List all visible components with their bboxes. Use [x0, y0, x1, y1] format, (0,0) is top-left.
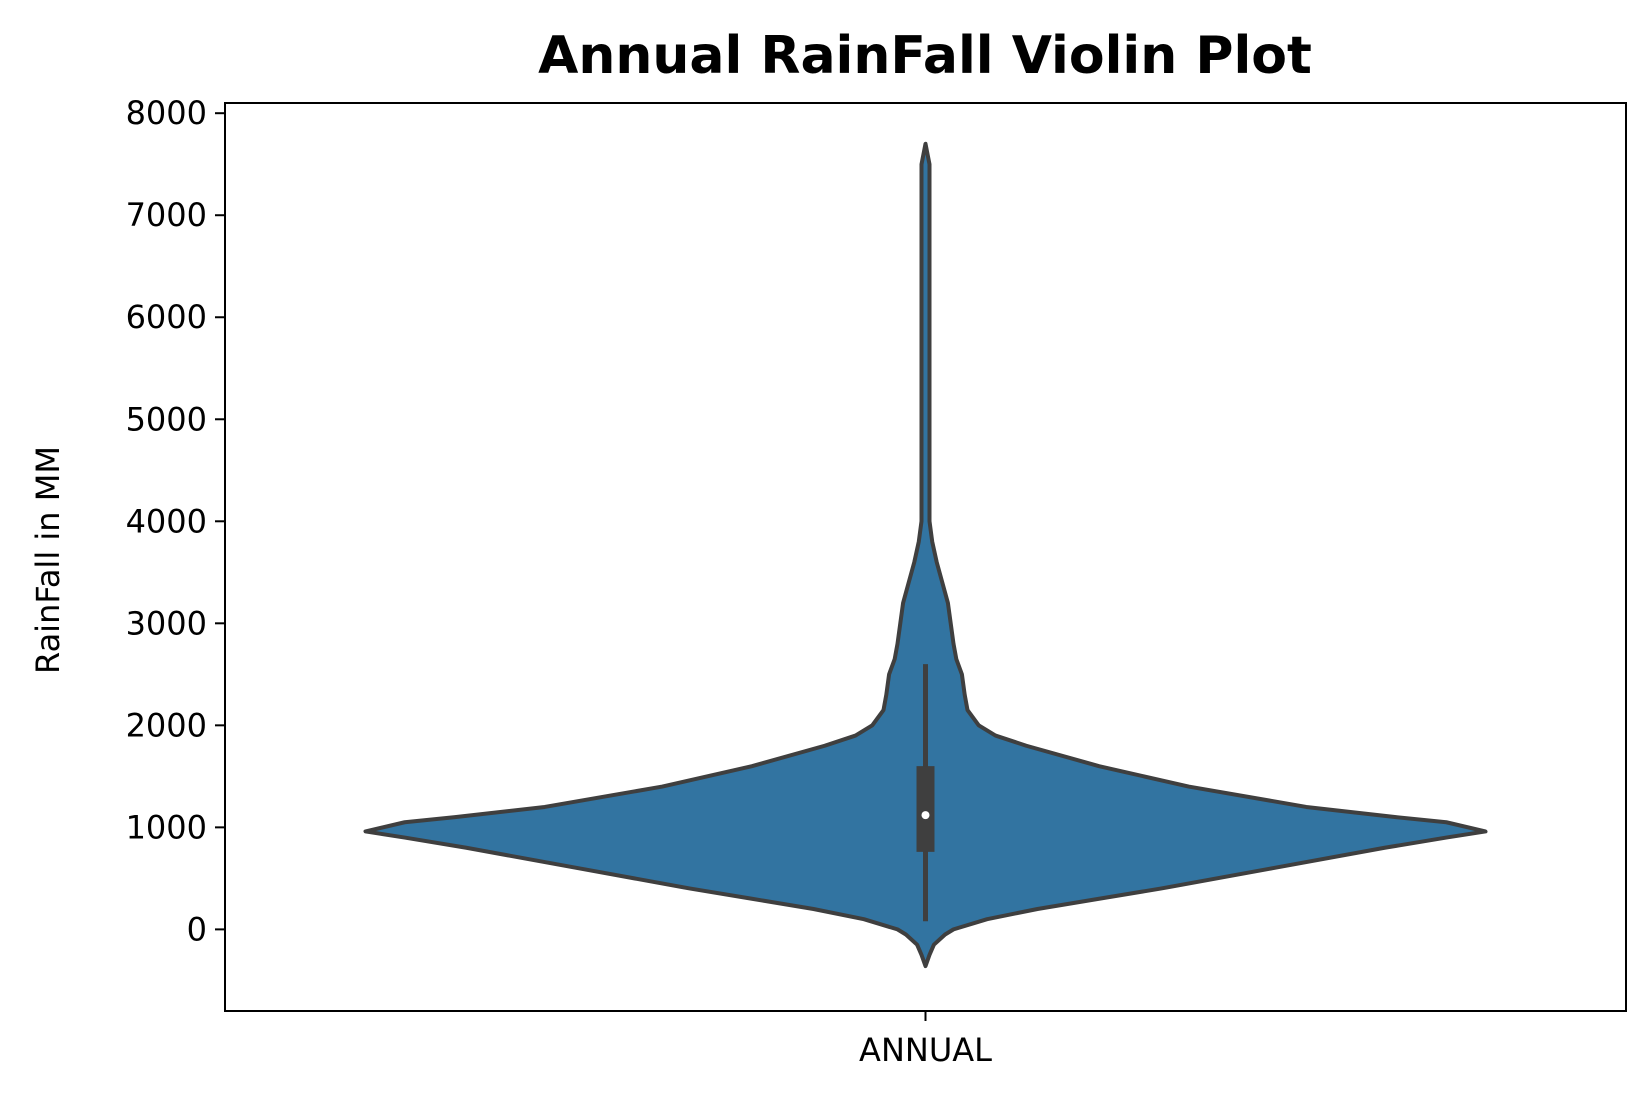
violin-layer — [363, 141, 1488, 969]
x-axis-ticks: ANNUAL — [859, 1011, 992, 1069]
y-tick-label: 3000 — [126, 604, 207, 642]
violin-iqr-box — [916, 766, 935, 852]
y-tick-label: 0 — [187, 910, 207, 948]
y-tick-label: 5000 — [126, 400, 207, 438]
violin-body — [363, 141, 1488, 969]
y-tick-label: 7000 — [126, 196, 207, 234]
y-axis-label: RainFall in MM — [29, 446, 67, 674]
y-tick-label: 6000 — [126, 298, 207, 336]
y-tick-label: 8000 — [126, 94, 207, 132]
x-tick-label: ANNUAL — [859, 1031, 992, 1069]
y-tick-label: 2000 — [126, 706, 207, 744]
y-tick-label: 4000 — [126, 502, 207, 540]
y-tick-label: 1000 — [126, 808, 207, 846]
violin-median-point — [921, 811, 930, 820]
chart-title: Annual RainFall Violin Plot — [538, 26, 1312, 86]
y-axis-ticks: 0 1000 2000 3000 4000 5000 6000 7000 8000 — [126, 94, 225, 948]
